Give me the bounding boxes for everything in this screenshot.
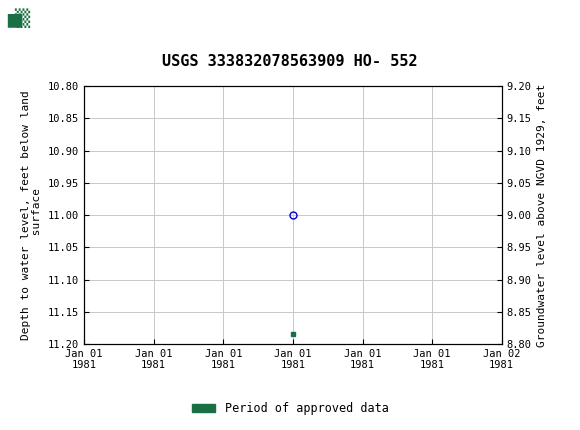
Bar [7, 4, 50, 32]
Text: ▒: ▒ [14, 9, 30, 28]
Text: USGS 333832078563909 HO- 552: USGS 333832078563909 HO- 552 [162, 54, 418, 69]
Text: ▆: ▆ [8, 9, 21, 27]
Legend: Period of approved data: Period of approved data [187, 397, 393, 420]
Text: USGS: USGS [61, 9, 116, 27]
Y-axis label: Depth to water level, feet below land
 surface: Depth to water level, feet below land su… [21, 90, 42, 340]
Y-axis label: Groundwater level above NGVD 1929, feet: Groundwater level above NGVD 1929, feet [537, 83, 547, 347]
